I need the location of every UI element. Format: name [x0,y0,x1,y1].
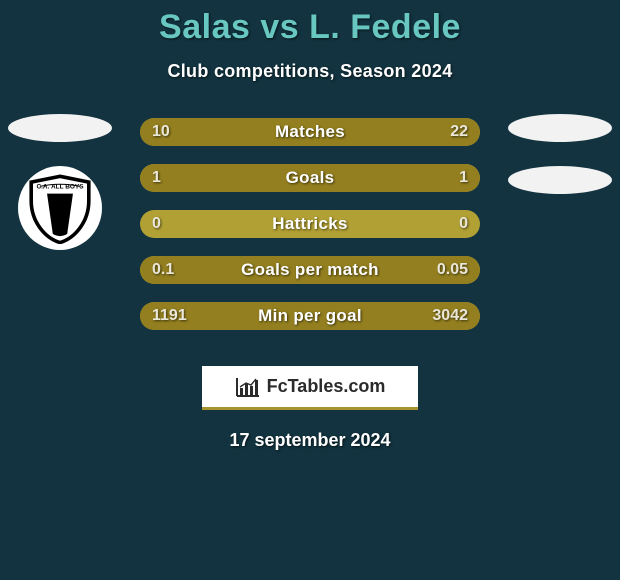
bar-chart-icon [235,376,261,398]
bar-label: Hattricks [140,210,480,238]
stat-bar: Goals per match0.1 0.05 [140,256,480,284]
shield-icon: C.A. ALL BOYS [24,172,96,244]
bar-value-left: 1191 [152,302,187,330]
stat-bar: Matches10 22 [140,118,480,146]
brand-text: FcTables.com [267,376,386,397]
right-side [500,118,620,194]
date-text: 17 september 2024 [0,430,620,451]
bar-value-left: 0.1 [152,256,174,284]
brand-footer[interactable]: FcTables.com [202,366,418,410]
bar-value-left: 1 [152,164,161,192]
stat-bar: Goals1 1 [140,164,480,192]
page-title: Salas vs L. Fedele [0,8,620,47]
subtitle: Club competitions, Season 2024 [0,61,620,82]
stat-bar: Min per goal1191 3042 [140,302,480,330]
bar-value-right: 0 [459,210,468,238]
bar-value-right: 3042 [432,302,468,330]
player-photo-right-placeholder [508,114,612,142]
bar-value-right: 22 [450,118,468,146]
bar-value-left: 0 [152,210,161,238]
bar-value-right: 0.05 [437,256,468,284]
bar-label: Goals per match [140,256,480,284]
bar-label: Matches [140,118,480,146]
club-logo-left: C.A. ALL BOYS [18,166,102,250]
bar-label: Goals [140,164,480,192]
badge-text: C.A. ALL BOYS [36,184,84,191]
left-side: C.A. ALL BOYS [0,118,120,250]
bar-value-left: 10 [152,118,170,146]
stat-bars: Matches10 22 Goals1 1 Hattricks0 0 Goals per m… [140,118,480,348]
club-logo-right-placeholder [508,166,612,194]
bar-label: Min per goal [140,302,480,330]
player-photo-left-placeholder [8,114,112,142]
bar-value-right: 1 [459,164,468,192]
stat-bar: Hattricks0 0 [140,210,480,238]
content-area: C.A. ALL BOYS Matches10 22 Goals1 1 Hattrick… [0,118,620,358]
comparison-card: Salas vs L. Fedele Club competitions, Se… [0,0,620,580]
